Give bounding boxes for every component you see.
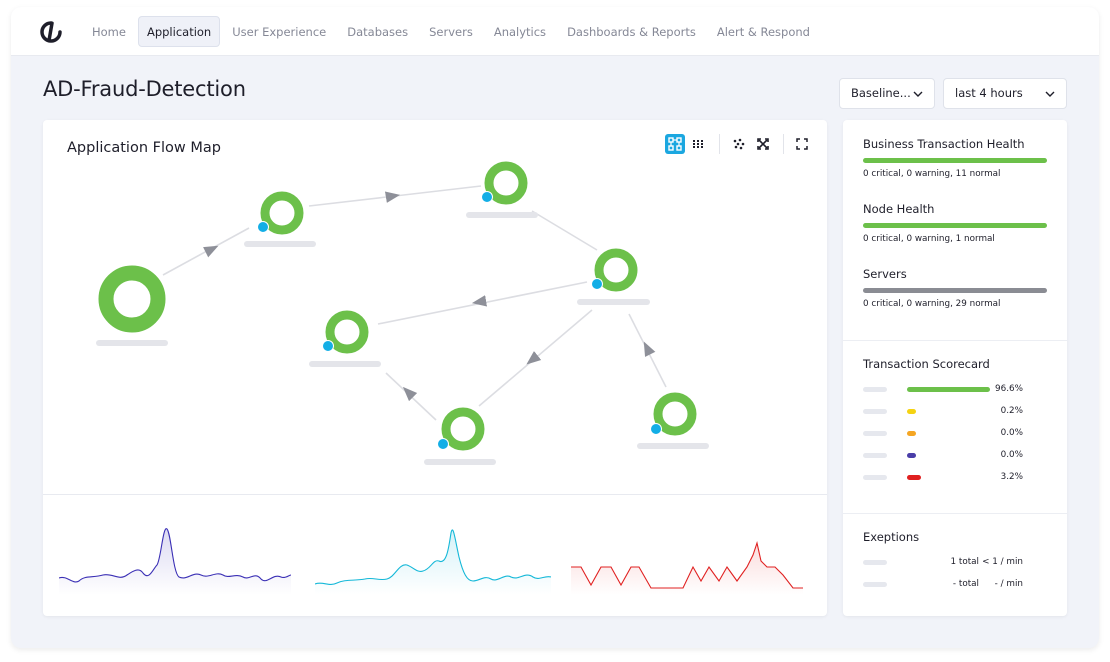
servers-health-summary: 0 critical, 0 warning, 29 normal (863, 299, 1001, 309)
flow-map-panel: Application Flow Map (43, 120, 827, 616)
nav-analytics[interactable]: Analytics (493, 25, 547, 39)
node-health-summary: 0 critical, 0 warning, 1 normal (863, 234, 995, 244)
scorecard-bar (907, 453, 916, 458)
nav-tabs: Home Application User Experience Databas… (83, 16, 822, 47)
scorecard-row: 0.0% (863, 450, 1047, 462)
servers-health-bar (863, 288, 1047, 293)
nav-databases[interactable]: Databases (347, 25, 409, 39)
chevron-down-icon (1045, 91, 1055, 97)
exception-rate: - / min (994, 579, 1023, 589)
sparkline-errors (571, 540, 803, 595)
node-health-title: Node Health (863, 202, 935, 216)
nav-user-experience[interactable]: User Experience (232, 25, 327, 39)
scorecard-title: Transaction Scorecard (863, 357, 990, 371)
exceptions-title: Exeptions (863, 530, 920, 544)
scorecard-row: 96.6% (863, 384, 1047, 396)
business-health-bar (863, 158, 1047, 163)
flow-edge-arrow (526, 351, 542, 365)
exception-rate: < 1 / min (982, 557, 1023, 567)
exception-total: - total (952, 579, 979, 589)
scorecard-bar (907, 387, 991, 392)
app-window: Home Application User Experience Databas… (11, 7, 1099, 648)
nav-dashboards-reports[interactable]: Dashboards & Reports (567, 25, 696, 39)
scorecard-row-label (863, 431, 887, 436)
business-health-summary: 0 critical, 0 warning, 11 normal (863, 169, 1001, 179)
toolbar-divider (719, 134, 720, 154)
flow-edge-arrow (402, 386, 418, 402)
flow-node[interactable] (577, 248, 650, 305)
scorecard-bar (907, 409, 916, 414)
flow-node[interactable] (466, 161, 538, 218)
flow-nodes (96, 161, 709, 465)
nav-application[interactable]: Application (137, 16, 221, 47)
scorecard-value: 3.2% (1000, 472, 1023, 482)
flow-edge-arrow (643, 341, 656, 358)
flow-edge (308, 185, 482, 207)
grid-view-icon[interactable] (688, 134, 708, 154)
flow-map-title: Application Flow Map (67, 140, 221, 156)
scorecard-row-label (863, 453, 887, 458)
nav-home[interactable]: Home (92, 25, 126, 39)
scatter-layout-icon[interactable] (729, 134, 749, 154)
flow-node[interactable] (424, 407, 496, 465)
scorecard-row: 0.2% (863, 406, 1047, 418)
fullscreen-icon[interactable] (792, 134, 812, 154)
flow-node[interactable] (637, 392, 709, 449)
time-range-dropdown[interactable]: last 4 hours (943, 78, 1067, 109)
flow-map-canvas[interactable] (43, 120, 827, 494)
flow-view-icon[interactable] (665, 134, 685, 154)
flow-node[interactable] (96, 265, 168, 346)
sparkline-calls (59, 528, 291, 595)
scorecard-row-label (863, 387, 887, 392)
flow-edge-arrow (384, 191, 401, 203)
flow-node[interactable] (244, 191, 316, 247)
time-range-dropdown-value: last 4 hours (955, 86, 1023, 100)
toolbar-divider (783, 134, 784, 154)
scorecard-row: 0.0% (863, 428, 1047, 440)
baseline-dropdown-value: Baseline... (851, 86, 911, 100)
app-logo-icon[interactable] (39, 20, 63, 44)
servers-health-title: Servers (863, 267, 907, 281)
scorecard-bar (907, 431, 916, 436)
scorecard-value: 96.6% (995, 384, 1023, 394)
flow-edge-arrow (202, 245, 219, 258)
scorecard-value: 0.0% (1000, 450, 1023, 460)
health-side-panel: Business Transaction Health 0 critical, … (843, 120, 1067, 616)
node-health-bar (863, 223, 1047, 228)
scorecard-row: 3.2% (863, 472, 1047, 484)
top-nav: Home Application User Experience Databas… (11, 7, 1099, 56)
expand-layout-icon[interactable] (753, 134, 773, 154)
scorecard-row-label (863, 475, 887, 480)
page-title: AD-Fraud-Detection (43, 77, 246, 101)
flow-edge (377, 281, 588, 325)
flow-edge (531, 210, 598, 251)
exception-row-label (863, 582, 887, 587)
scorecard-bar (907, 475, 921, 480)
flow-node[interactable] (309, 310, 381, 367)
nav-servers[interactable]: Servers (429, 25, 473, 39)
flow-edge-arrow (471, 295, 488, 307)
exception-row-label (863, 560, 887, 565)
flow-map-divider (43, 494, 827, 495)
business-health-title: Business Transaction Health (863, 137, 1025, 151)
flow-edges (162, 185, 667, 421)
exception-row: - total - / min (863, 579, 1047, 591)
exception-total: 1 total (950, 557, 979, 567)
scorecard-value: 0.2% (1000, 406, 1023, 416)
section-divider (843, 513, 1067, 514)
baseline-dropdown[interactable]: Baseline... (839, 78, 935, 109)
chevron-down-icon (913, 91, 923, 97)
flow-edge (385, 372, 437, 421)
nav-alert-respond[interactable]: Alert & Respond (716, 25, 810, 39)
sparkline-response-time (315, 529, 551, 595)
scorecard-value: 0.0% (1000, 428, 1023, 438)
section-divider (843, 340, 1067, 341)
scorecard-row-label (863, 409, 887, 414)
exception-row: 1 total < 1 / min (863, 557, 1047, 569)
